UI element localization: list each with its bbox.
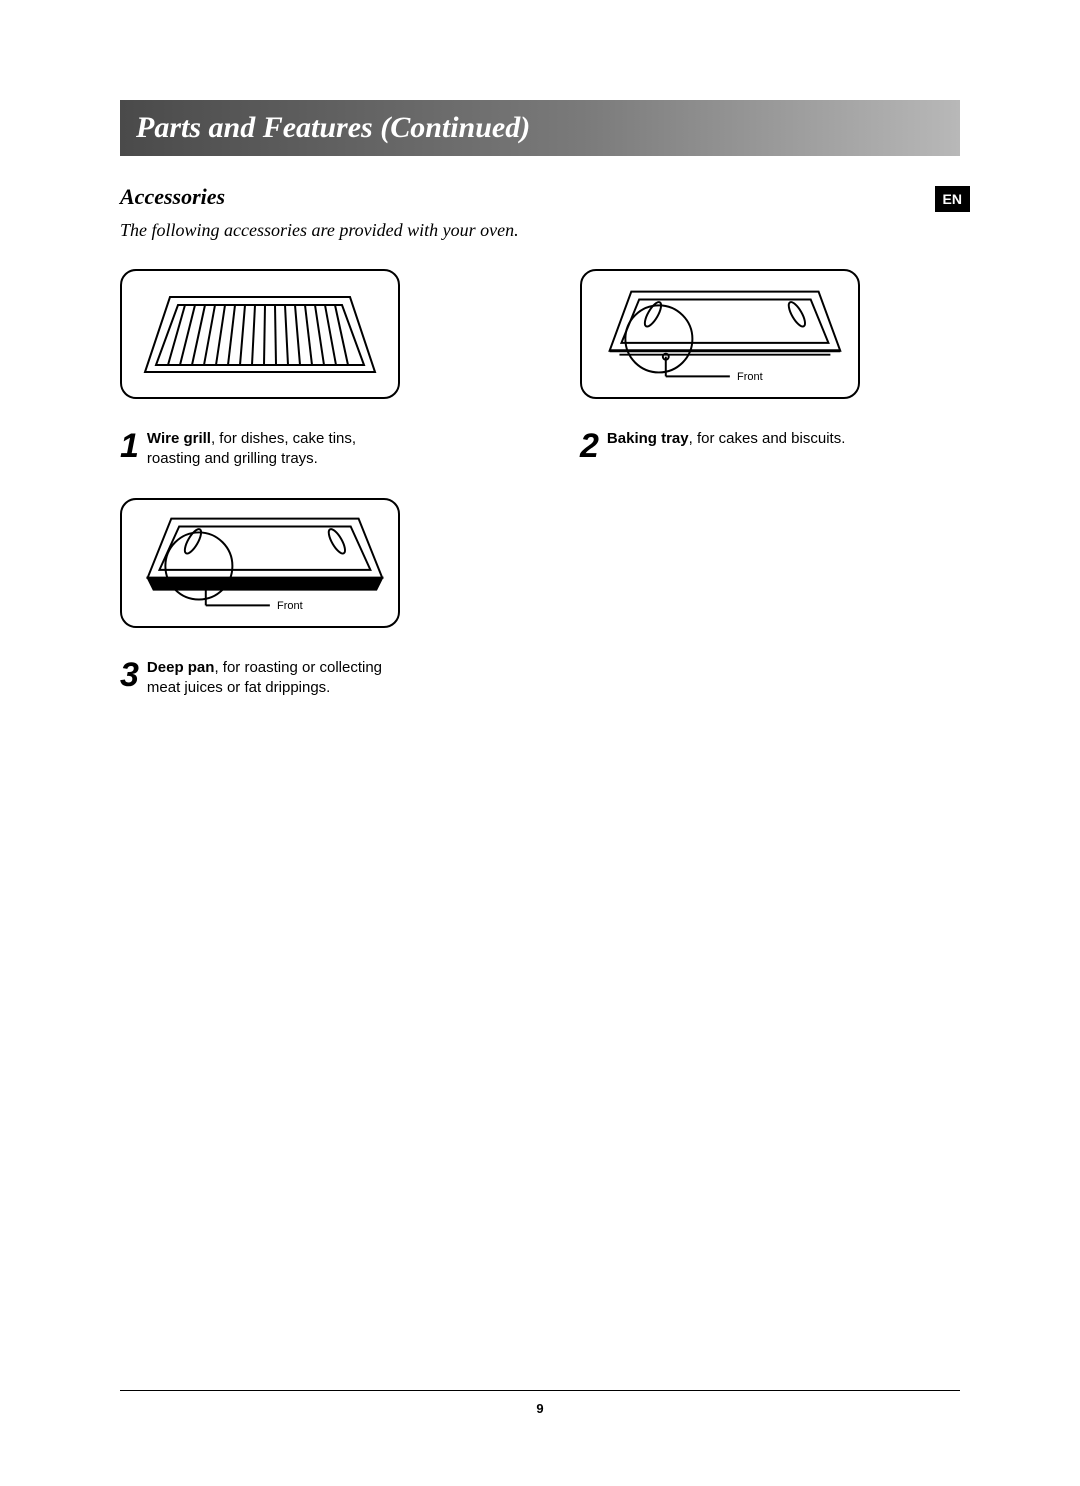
wire-grill-icon bbox=[130, 277, 390, 392]
accessory-caption: 3 Deep pan, for roasting or collecting m… bbox=[120, 658, 500, 697]
item-text: Wire grill, for dishes, cake tins, roast… bbox=[147, 429, 407, 468]
item-text: Baking tray, for cakes and biscuits. bbox=[607, 429, 845, 449]
accessories-grid: 1 Wire grill, for dishes, cake tins, roa… bbox=[120, 269, 960, 697]
page-number: 9 bbox=[536, 1401, 543, 1416]
banner-decoration-icon bbox=[820, 0, 1080, 56]
language-badge: EN bbox=[935, 186, 970, 212]
section-intro: The following accessories are provided w… bbox=[120, 220, 960, 241]
deep-pan-icon bbox=[122, 498, 398, 628]
wire-grill-illustration bbox=[120, 269, 400, 399]
accessory-item: Front 3 Deep pan, for roasting or collec… bbox=[120, 498, 500, 697]
page-title: Parts and Features (Continued) bbox=[136, 111, 530, 145]
item-number: 2 bbox=[580, 429, 599, 463]
item-number: 1 bbox=[120, 429, 139, 463]
baking-tray-illustration: Front bbox=[580, 269, 860, 399]
baking-tray-icon bbox=[582, 269, 858, 399]
section-subhead: Accessories bbox=[120, 184, 960, 210]
item-text: Deep pan, for roasting or collecting mea… bbox=[147, 658, 407, 697]
front-label: Front bbox=[737, 371, 763, 383]
empty-cell bbox=[580, 498, 960, 697]
deep-pan-illustration: Front bbox=[120, 498, 400, 628]
manual-page: Parts and Features (Continued) EN Access… bbox=[0, 0, 1080, 1486]
title-banner: Parts and Features (Continued) bbox=[120, 100, 960, 156]
accessory-item: Front 2 Baking tray, for cakes and biscu… bbox=[580, 269, 960, 468]
page-footer: 9 bbox=[120, 1390, 960, 1416]
accessory-caption: 1 Wire grill, for dishes, cake tins, roa… bbox=[120, 429, 500, 468]
front-label: Front bbox=[277, 600, 303, 612]
accessory-caption: 2 Baking tray, for cakes and biscuits. bbox=[580, 429, 960, 463]
accessory-item: 1 Wire grill, for dishes, cake tins, roa… bbox=[120, 269, 500, 468]
item-number: 3 bbox=[120, 658, 139, 692]
